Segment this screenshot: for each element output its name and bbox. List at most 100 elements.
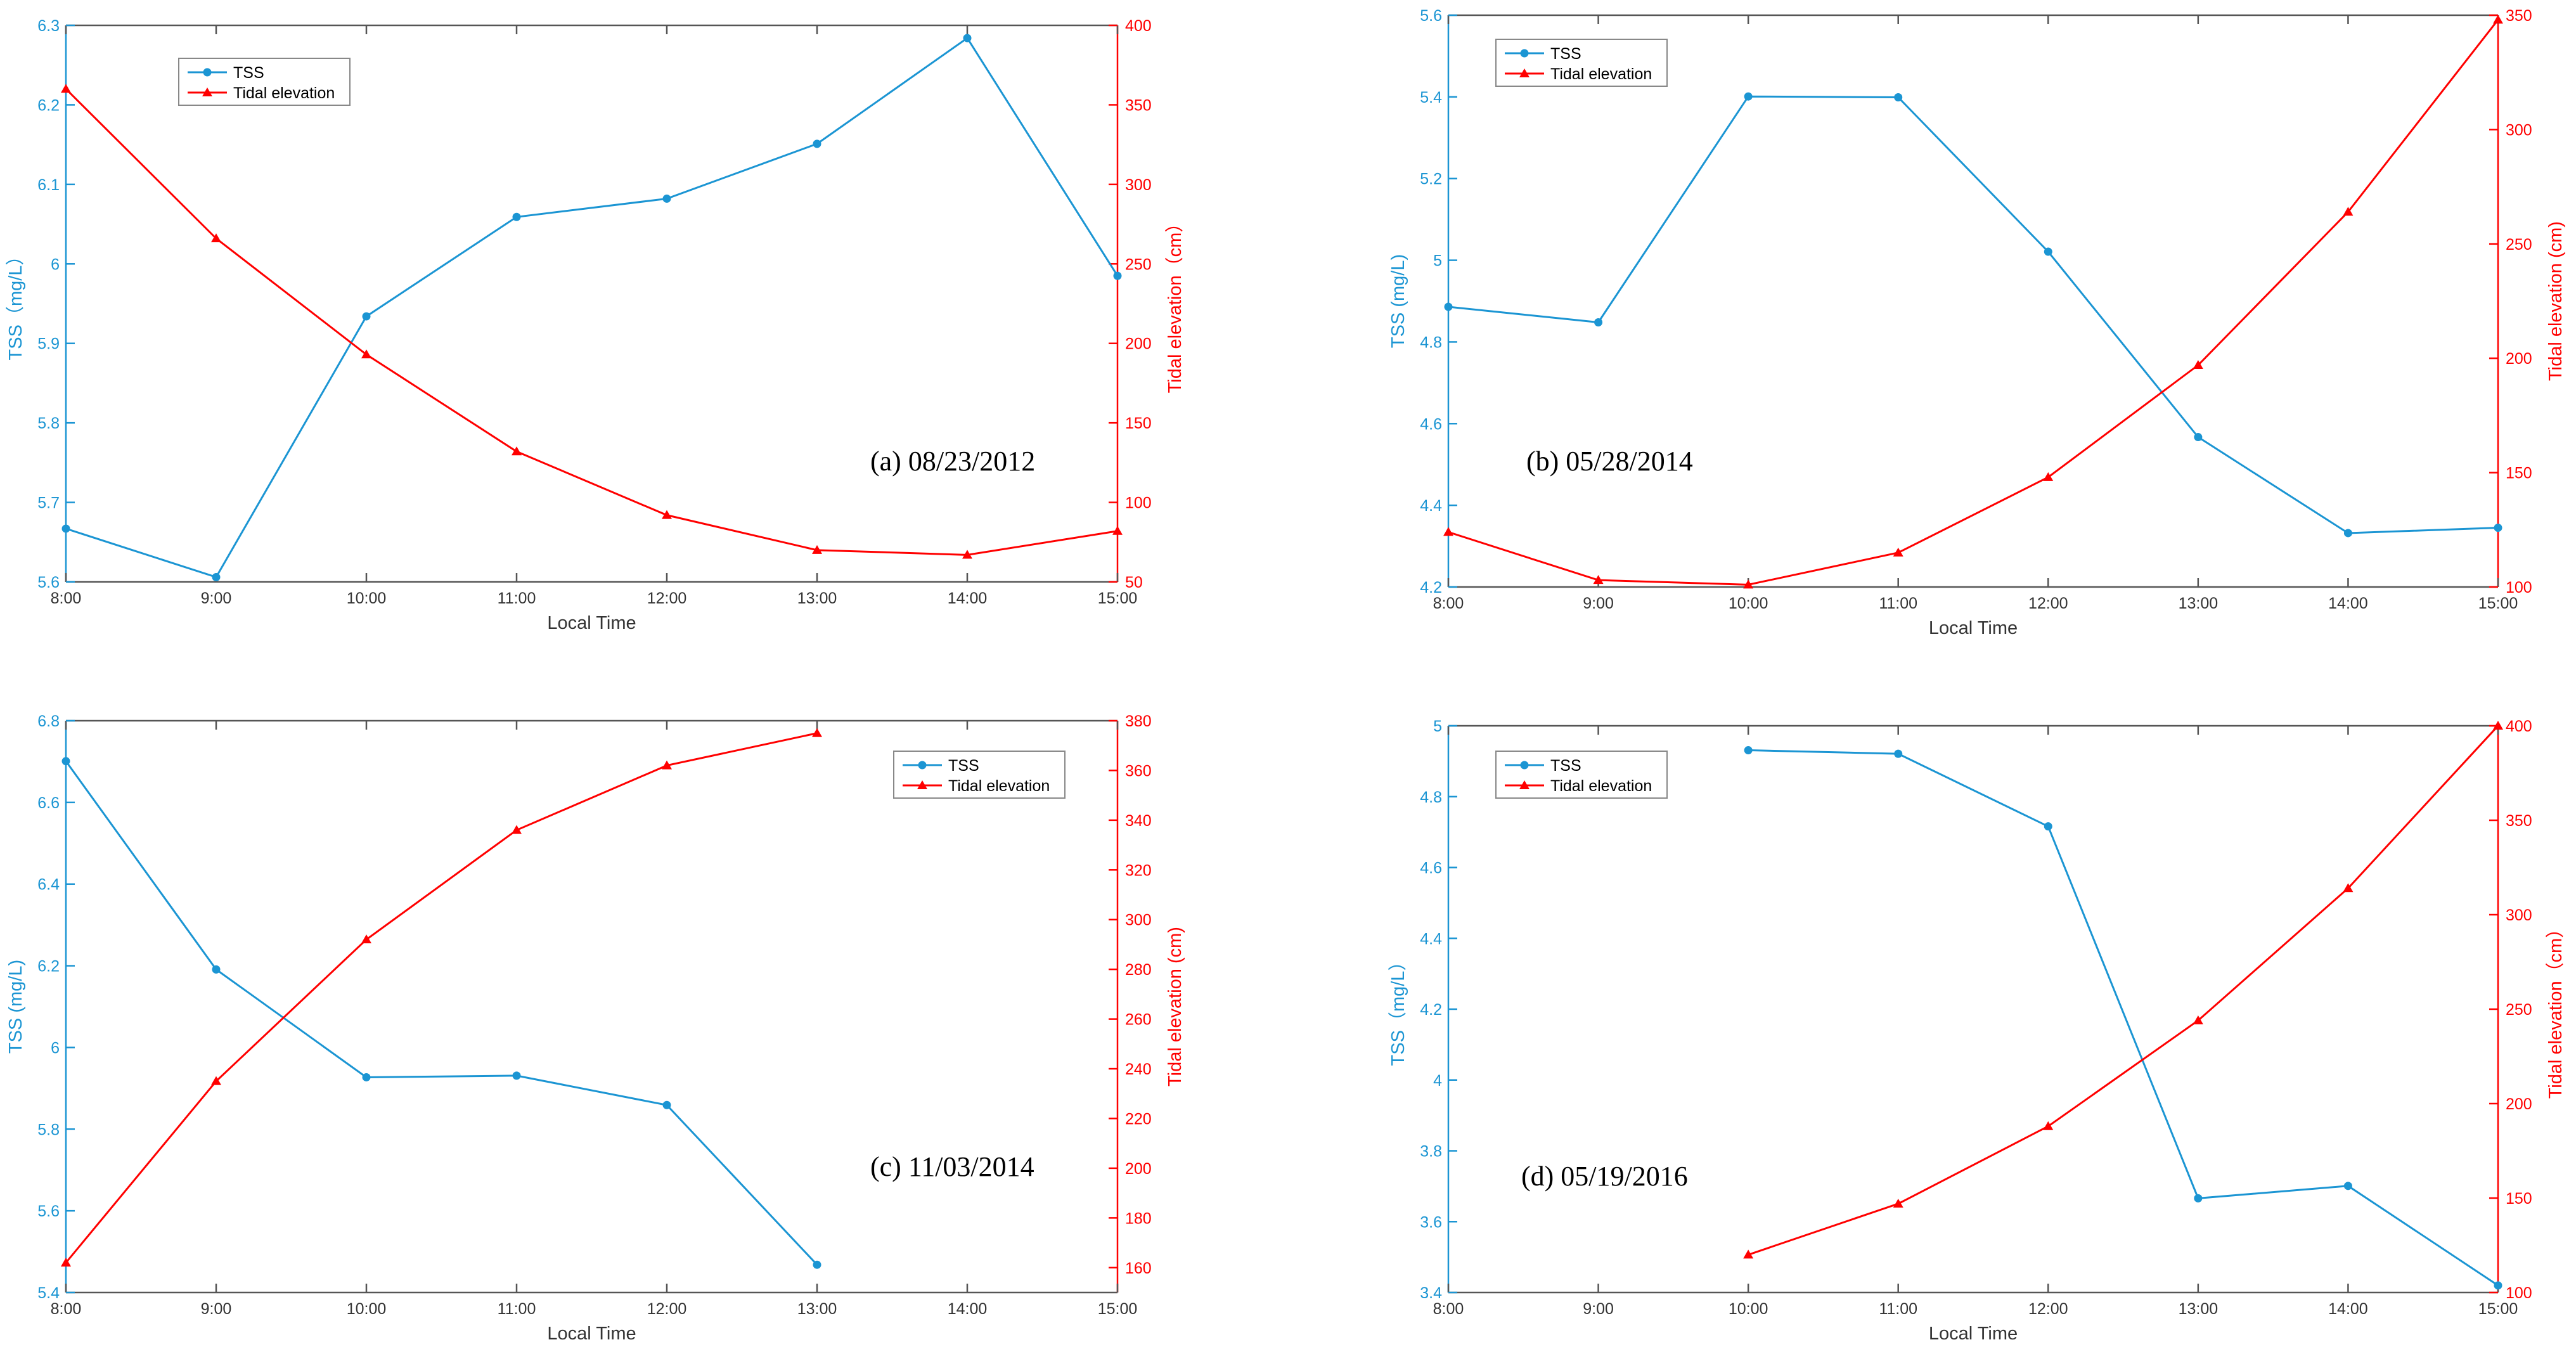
tss-data-point [212,965,221,974]
tide-data-point [962,550,972,559]
right-y-tick-label: 260 [1125,1011,1152,1029]
right-y-tick-label: 150 [2506,465,2532,482]
legend-tss-marker [918,761,927,770]
panel-label: (c) 11/03/2014 [870,1151,1034,1182]
tide-data-point [1893,547,1903,557]
x-tick-label: 10:00 [1729,595,1768,612]
x-tick-label: 8:00 [1433,595,1464,612]
right-y-tick-label: 300 [2506,906,2532,924]
tss-data-point [61,524,70,533]
tide-data-point [2193,1015,2203,1024]
right-y-tick-label: 300 [2506,121,2532,139]
tide-data-point [2043,1121,2054,1130]
tss-data-point [662,1100,671,1109]
legend-tss-marker [1520,49,1529,58]
tss-data-point [1113,271,1122,280]
left-y-axis-title: TSS（mg/L） [6,247,26,361]
x-tick-label: 13:00 [2179,1300,2219,1318]
left-y-tick-label: 6.3 [37,17,60,35]
tss-series-line [65,760,818,1266]
tide-series-line [65,732,818,1263]
x-tick-label: 12:00 [2028,595,2068,612]
x-tick-label: 11:00 [498,1300,536,1318]
x-tick-label: 11:00 [1879,595,1917,612]
left-y-tick-label: 5.8 [37,1121,60,1138]
x-tick-label: 15:00 [1098,1300,1138,1318]
legend-tide-marker [202,87,212,96]
tss-data-point [2194,1194,2203,1202]
left-y-tick-label: 4.2 [1420,1001,1442,1019]
right-y-tick-label: 180 [1125,1209,1152,1227]
right-y-tick-label: 280 [1125,961,1152,979]
x-tick-label: 13:00 [797,590,837,607]
right-y-tick-label: 200 [2506,350,2532,368]
tide-data-point [211,1076,221,1085]
x-tick-label: 13:00 [797,1300,837,1318]
tss-data-point [1594,318,1603,327]
tss-series-line [1748,749,2499,1287]
left-y-tick-label: 5.6 [37,1202,60,1220]
tide-data-point [211,233,221,243]
right-y-tick-label: 100 [2506,1284,2532,1302]
tide-data-point [2493,15,2503,24]
x-tick-label: 10:00 [347,1300,387,1318]
right-y-tick-label: 100 [1125,494,1152,512]
right-y-axis-title: Tidal elevation（cm） [2546,920,2566,1099]
left-y-tick-label: 5.4 [1420,89,1442,106]
left-y-tick-label: 6.1 [37,176,60,194]
tide-series-line [1748,725,2499,1256]
legend-tide-label: Tidal elevation [1550,65,1652,83]
left-y-tick-label: 5.9 [37,335,60,353]
legend-tss-marker [1520,761,1529,770]
x-tick-label: 15:00 [2478,1300,2518,1318]
right-y-tick-label: 250 [2506,236,2532,254]
right-y-tick-label: 360 [1125,762,1152,780]
tide-data-point [361,934,371,944]
tss-data-point [512,212,521,221]
x-tick-label: 9:00 [1583,1300,1614,1318]
right-y-tick-label: 300 [1125,912,1152,929]
tide-data-point [2343,883,2354,893]
left-y-tick-label: 6.8 [37,712,60,730]
right-y-tick-label: 300 [1125,176,1152,194]
left-y-tick-label: 4.8 [1420,333,1442,351]
tss-data-point [813,139,821,148]
tide-data-point [1443,527,1453,536]
x-tick-label: 14:00 [2328,595,2368,612]
x-axis-title: Local Time [547,1324,636,1344]
left-y-tick-label: 6.2 [37,958,60,976]
legend-box [1495,751,1668,799]
x-tick-label: 11:00 [498,590,536,607]
tide-data-point [1743,1249,1754,1259]
left-y-tick-label: 6 [51,1039,60,1057]
x-tick-label: 9:00 [1583,595,1614,612]
tss-data-point [2194,433,2203,442]
x-tick-label: 12:00 [647,1300,687,1318]
tide-data-point [512,825,522,834]
tss-data-point [662,194,671,203]
x-tick-label: 10:00 [347,590,387,607]
panel-label: (b) 05/28/2014 [1526,446,1693,477]
right-y-tick-label: 200 [1125,1160,1152,1178]
right-y-tick-label: 250 [1125,255,1152,273]
x-tick-label: 12:00 [647,590,687,607]
tide-data-point [1743,579,1754,589]
tide-data-point [812,545,822,554]
legend-tss-marker [203,68,212,77]
legend-tide-label: Tidal elevation [1550,777,1652,795]
left-y-tick-label: 6.6 [37,794,60,812]
left-y-tick-label: 3.6 [1420,1213,1442,1231]
left-y-tick-label: 4.4 [1420,930,1442,948]
right-y-tick-label: 50 [1125,574,1143,591]
x-axis-title: Local Time [1929,618,2018,638]
x-tick-label: 12:00 [2028,1300,2068,1318]
tss-data-point [2343,1182,2352,1190]
legend-tide-marker [1519,780,1530,789]
right-y-tick-label: 160 [1125,1260,1152,1277]
tide-series-line [65,88,1118,556]
right-y-tick-label: 100 [2506,579,2532,596]
right-y-tick-label: 350 [1125,96,1152,114]
x-tick-label: 14:00 [2328,1300,2368,1318]
right-y-tick-label: 340 [1125,812,1152,830]
x-tick-label: 9:00 [201,590,232,607]
